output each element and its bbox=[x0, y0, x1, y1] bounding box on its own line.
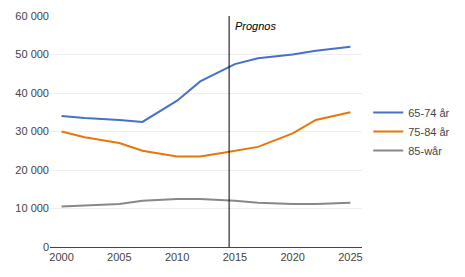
svg-text:Prognos: Prognos bbox=[235, 20, 276, 32]
svg-text:20 000: 20 000 bbox=[15, 164, 49, 176]
svg-text:75-84 år: 75-84 år bbox=[408, 126, 449, 138]
svg-text:2025: 2025 bbox=[338, 251, 362, 263]
svg-text:2010: 2010 bbox=[165, 251, 189, 263]
svg-text:50 000: 50 000 bbox=[15, 48, 49, 60]
svg-text:40 000: 40 000 bbox=[15, 87, 49, 99]
svg-text:2020: 2020 bbox=[280, 251, 304, 263]
svg-text:30 000: 30 000 bbox=[15, 125, 49, 137]
svg-text:0: 0 bbox=[43, 241, 49, 253]
svg-text:65-74 år: 65-74 år bbox=[408, 107, 449, 119]
svg-text:2000: 2000 bbox=[49, 251, 73, 263]
svg-text:2005: 2005 bbox=[107, 251, 131, 263]
svg-text:85-wår: 85-wår bbox=[408, 145, 442, 157]
svg-text:60 000: 60 000 bbox=[15, 10, 49, 22]
svg-text:2015: 2015 bbox=[223, 251, 247, 263]
svg-text:10 000: 10 000 bbox=[15, 202, 49, 214]
